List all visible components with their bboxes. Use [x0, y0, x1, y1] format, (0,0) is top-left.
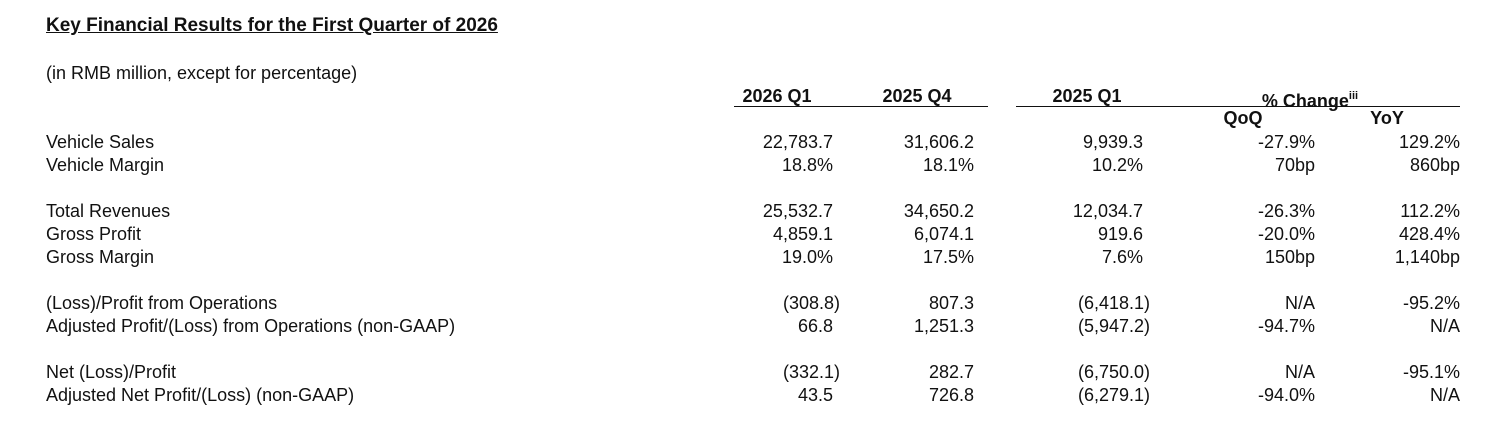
cell: -27.9% — [1257, 132, 1315, 152]
row-label: Vehicle Margin — [46, 155, 165, 175]
cell: 807.3 — [928, 293, 974, 313]
cell: 7.6% — [1101, 247, 1143, 267]
cell: (308.8) — [782, 293, 840, 313]
cell: 282.7 — [928, 362, 974, 382]
cell: 150bp — [1264, 247, 1315, 267]
sub-header: YoY — [1370, 108, 1404, 128]
change-header: % Changeiii — [1210, 86, 1410, 111]
cell: -26.3% — [1257, 201, 1315, 221]
cell: 10.2% — [1091, 155, 1143, 175]
row-label: Adjusted Profit/(Loss) from Operations (… — [46, 316, 456, 336]
subtitle: (in RMB million, except for percentage) — [46, 63, 358, 83]
title: Key Financial Results for the First Quar… — [46, 15, 498, 36]
cell: 25,532.7 — [762, 201, 833, 221]
row-label: Net (Loss)/Profit — [46, 362, 177, 382]
change-header-text: % Change — [1261, 91, 1349, 111]
cell: 919.6 — [1097, 224, 1143, 244]
cell: 17.5% — [922, 247, 974, 267]
cell: 43.5 — [797, 385, 833, 405]
cell: 22,783.7 — [762, 132, 833, 152]
cell: -94.7% — [1257, 316, 1315, 336]
cell: 12,034.7 — [1072, 201, 1143, 221]
sub-header: QoQ — [1223, 108, 1263, 128]
cell: -20.0% — [1257, 224, 1315, 244]
row-label: Adjusted Net Profit/(Loss) (non-GAAP) — [46, 385, 355, 405]
header-rule — [1016, 106, 1460, 107]
cell: 112.2% — [1400, 201, 1460, 221]
cell: N/A — [1284, 362, 1315, 382]
cell: 1,140bp — [1394, 247, 1460, 267]
column-header: 2025 Q4 — [882, 86, 952, 106]
cell: N/A — [1429, 385, 1460, 405]
cell: 4,859.1 — [772, 224, 833, 244]
cell: 6,074.1 — [913, 224, 974, 244]
cell: (6,750.0) — [1077, 362, 1150, 382]
cell: 129.2% — [1398, 132, 1460, 152]
cell: 18.8% — [781, 155, 833, 175]
cell: 34,650.2 — [903, 201, 974, 221]
row-label: (Loss)/Profit from Operations — [46, 293, 278, 313]
cell: -95.2% — [1402, 293, 1460, 313]
cell: (5,947.2) — [1077, 316, 1150, 336]
cell: 19.0% — [781, 247, 833, 267]
cell: N/A — [1429, 316, 1460, 336]
cell: 726.8 — [928, 385, 974, 405]
footnote-mark: iii — [1348, 90, 1359, 102]
cell: 860bp — [1409, 155, 1460, 175]
row-label: Gross Margin — [46, 247, 155, 267]
cell: 70bp — [1274, 155, 1315, 175]
cell: (6,418.1) — [1077, 293, 1150, 313]
cell: -94.0% — [1257, 385, 1315, 405]
cell: 31,606.2 — [903, 132, 974, 152]
cell: N/A — [1284, 293, 1315, 313]
row-label: Total Revenues — [46, 201, 171, 221]
cell: (6,279.1) — [1077, 385, 1150, 405]
cell: 9,939.3 — [1082, 132, 1143, 152]
column-header: 2026 Q1 — [742, 86, 812, 106]
cell: 18.1% — [922, 155, 974, 175]
column-header: 2025 Q1 — [1052, 86, 1122, 106]
cell: (332.1) — [782, 362, 840, 382]
cell: 66.8 — [797, 316, 833, 336]
cell: 1,251.3 — [913, 316, 974, 336]
cell: -95.1% — [1402, 362, 1460, 382]
row-label: Vehicle Sales — [46, 132, 155, 152]
row-label: Gross Profit — [46, 224, 142, 244]
header-rule — [734, 106, 988, 107]
cell: 428.4% — [1398, 224, 1460, 244]
